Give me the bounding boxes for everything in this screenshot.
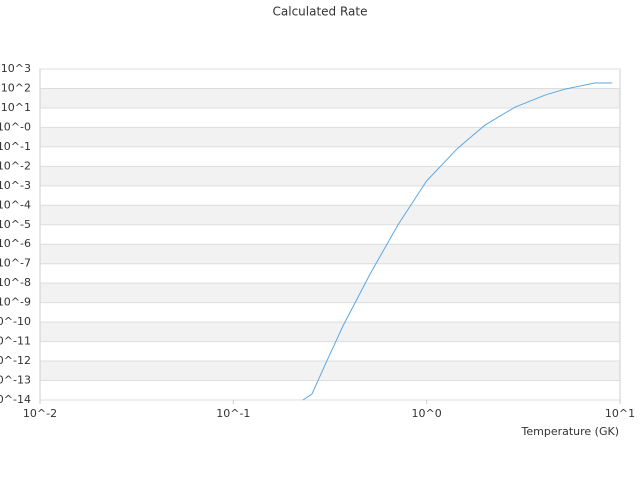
data-line	[302, 82, 613, 401]
y-tick-label: 10^-10	[0, 315, 31, 328]
y-tick-label: 10^-0	[0, 120, 31, 133]
y-tick-label: 10^-6	[0, 237, 31, 250]
y-tick-label: 10^-9	[0, 296, 31, 309]
x-tick-label: 10^1	[605, 407, 635, 420]
y-tick-label: 10^3	[1, 62, 31, 75]
y-tick-label: 10^2	[1, 81, 31, 94]
grid-band	[40, 205, 620, 225]
grid-band	[40, 88, 620, 108]
y-tick-label: 10^-12	[0, 354, 31, 367]
y-tick-label: 10^-13	[0, 374, 31, 387]
y-tick-label: 10^-8	[0, 276, 31, 289]
x-tick-label: 10^-1	[216, 407, 250, 420]
y-tick-label: 10^-14	[0, 393, 31, 406]
plot-border	[39, 68, 621, 401]
grid-band	[40, 244, 620, 264]
y-tick-label: 10^-4	[0, 198, 31, 211]
y-tick-label: 10^-5	[0, 218, 31, 231]
y-tick-label: 10^-11	[0, 335, 31, 348]
grid-band	[40, 166, 620, 186]
x-tick-label: 10^0	[412, 407, 442, 420]
x-axis-label: Temperature (GK)	[521, 425, 620, 438]
grid-band	[40, 283, 620, 303]
chart-title: Calculated Rate	[273, 5, 368, 19]
y-tick-label: 10^-2	[0, 159, 31, 172]
grid-band	[40, 361, 620, 381]
grid-band	[40, 127, 620, 147]
y-tick-label: 10^-1	[0, 140, 31, 153]
y-tick-label: 10^-7	[0, 257, 31, 270]
y-tick-label: 10^1	[1, 101, 31, 114]
y-tick-label: 10^-3	[0, 179, 31, 192]
x-tick-label: 10^-2	[23, 407, 57, 420]
grid-band	[40, 322, 620, 342]
